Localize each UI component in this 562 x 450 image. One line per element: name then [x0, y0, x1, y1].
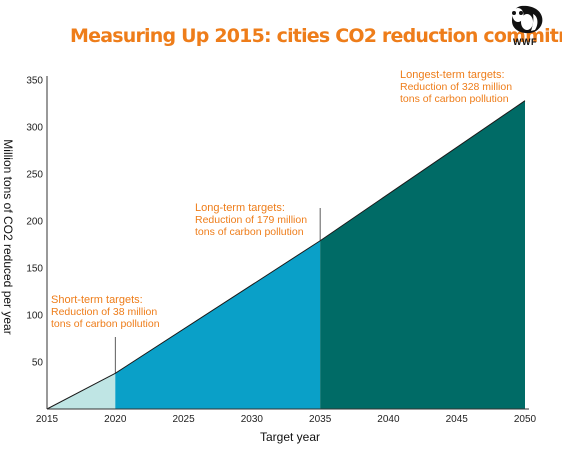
- x-tick-label: 2035: [309, 414, 332, 425]
- annotation-text: tons of carbon pollution: [400, 93, 509, 105]
- x-tick-label: 2015: [36, 414, 59, 425]
- annotation-lines: [114, 208, 321, 374]
- wwf-logo: WWF: [512, 5, 543, 47]
- annotation-text: tons of carbon pollution: [195, 226, 304, 238]
- annotation-text: Reduction of 38 million: [51, 306, 157, 318]
- x-tick-label: 2045: [446, 414, 469, 425]
- plot-areas: [46, 100, 526, 410]
- x-tick-labels: 2015 2020 2025 2030 2035 2040 2045 2050: [36, 414, 537, 425]
- data-line: [46, 100, 526, 410]
- y-tick-label: 250: [26, 170, 43, 181]
- x-tick-label: 2030: [241, 414, 264, 425]
- area-segment-3: [320, 100, 525, 410]
- area-segment-2: [115, 240, 321, 409]
- annotation-text: tons of carbon pollution: [51, 318, 160, 330]
- x-tick-label: 2040: [377, 414, 400, 425]
- y-tick-label: 100: [26, 311, 43, 322]
- x-tick-label: 2020: [104, 414, 127, 425]
- y-tick-labels: 50 100 150 200 250 300 350: [26, 76, 43, 369]
- y-tick-label: 150: [26, 264, 43, 275]
- annotation-heading: Long-term targets:: [195, 202, 285, 214]
- annotation-text: Reduction of 328 million: [400, 81, 512, 93]
- axes: [46, 76, 529, 410]
- annotations: Short-term targets:Reduction of 38 milli…: [51, 69, 512, 330]
- y-tick-label: 300: [26, 123, 43, 134]
- y-axis-title: Million tons of CO2 reduced per year: [1, 139, 15, 334]
- annotation-text: Reduction of 179 million: [195, 214, 307, 226]
- x-axis-title: Target year: [260, 430, 320, 444]
- x-tick-label: 2025: [172, 414, 195, 425]
- chart-title: Measuring Up 2015: cities CO2 reduction …: [70, 25, 562, 47]
- logo-label: WWF: [513, 37, 537, 47]
- y-tick-label: 350: [26, 76, 43, 87]
- annotation-heading: Short-term targets:: [51, 294, 143, 306]
- annotation-heading: Longest-term targets:: [400, 69, 505, 81]
- y-tick-label: 50: [32, 358, 44, 369]
- y-tick-label: 200: [26, 217, 43, 228]
- panda-icon: [512, 5, 543, 34]
- x-tick-label: 2050: [514, 414, 537, 425]
